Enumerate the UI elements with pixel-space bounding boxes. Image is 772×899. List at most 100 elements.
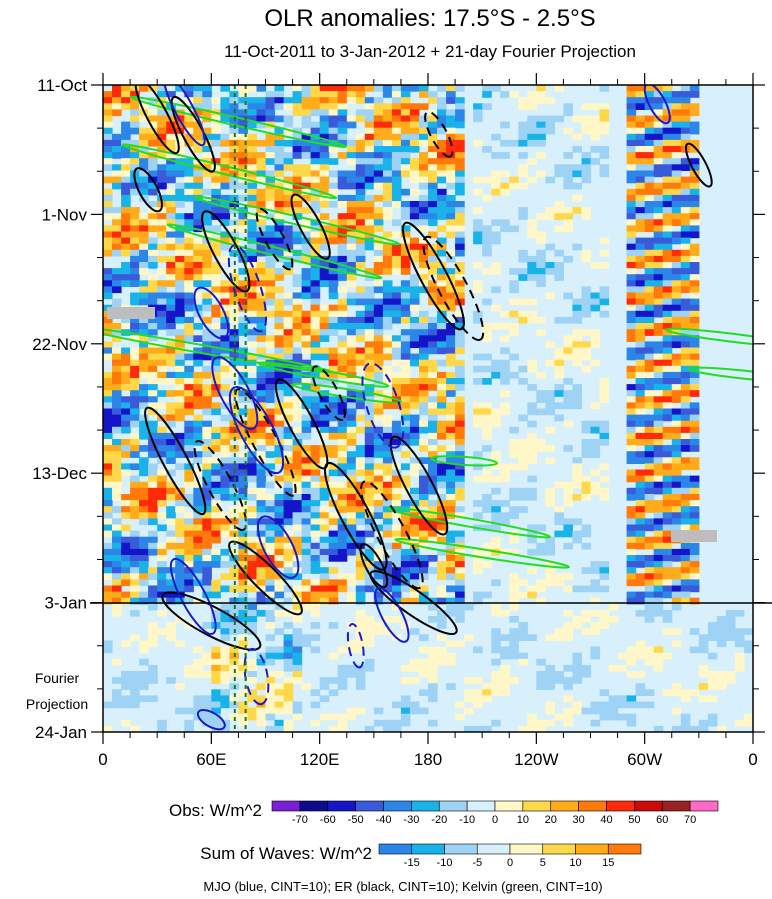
field-cell: [157, 548, 167, 556]
field-cell: [247, 622, 257, 629]
field-cell: [238, 408, 248, 416]
field-cell: [671, 567, 682, 574]
field-cell: [446, 487, 456, 495]
field-cell: [265, 671, 276, 678]
field-cell: [301, 426, 312, 434]
field-cell: [346, 536, 357, 544]
field-cell: [509, 286, 519, 294]
field-cell: [238, 152, 248, 159]
field-cell: [590, 445, 601, 452]
field-cell: [653, 139, 664, 147]
colorbar-swatch: [606, 800, 635, 812]
field-cell: [491, 268, 501, 275]
field-cell: [103, 384, 113, 391]
field-cell: [455, 97, 465, 104]
field-cell: [229, 176, 239, 184]
field-cell: [437, 280, 447, 287]
field-cell: [364, 561, 375, 568]
field-cell: [184, 378, 194, 385]
field-cell: [473, 231, 483, 239]
field-cell: [157, 445, 167, 452]
field-cell: [653, 524, 664, 532]
field-cell: [211, 707, 221, 715]
field-cell: [328, 481, 339, 489]
field-cell: [400, 585, 411, 593]
colorbar-swatch: [466, 800, 496, 812]
field-cell: [428, 408, 438, 416]
field-cell: [274, 188, 285, 196]
field-cell: [428, 176, 438, 184]
field-cell: [428, 536, 438, 544]
field-cell: [121, 121, 131, 129]
field-cell: [229, 127, 239, 135]
field-cell: [581, 365, 592, 373]
field-cell: [464, 634, 474, 641]
field-cell: [400, 213, 411, 220]
field-cell: [626, 146, 637, 153]
field-cell: [355, 133, 366, 141]
field-cell: [419, 634, 429, 641]
field-cell: [662, 628, 673, 635]
field-cell: [545, 121, 555, 129]
field-cell: [130, 396, 140, 403]
field-cell: [310, 524, 321, 532]
field-cell: [157, 439, 167, 446]
field-cell: [301, 579, 312, 587]
field-cell: [346, 359, 357, 367]
field-cell: [310, 542, 321, 550]
field-cell: [653, 506, 664, 513]
field-cell: [337, 121, 348, 129]
field-cell: [482, 500, 492, 507]
field-cell: [653, 121, 664, 129]
field-cell: [310, 414, 321, 422]
field-cell: [527, 274, 537, 281]
field-cell: [256, 365, 267, 373]
field-cell: [626, 329, 637, 336]
field-cell: [121, 426, 131, 434]
field-cell: [220, 323, 230, 330]
field-cell: [238, 280, 248, 287]
field-cell: [653, 542, 664, 550]
field-cell: [121, 524, 131, 532]
field-cell: [581, 542, 592, 550]
field-cell: [689, 420, 700, 428]
field-cell: [545, 341, 555, 349]
field-cell: [373, 707, 384, 715]
field-cell: [139, 658, 149, 666]
field-cell: [238, 463, 248, 471]
field-cell: [653, 164, 664, 171]
field-cell: [229, 695, 239, 703]
field-cell: [148, 158, 158, 165]
field-cell: [202, 365, 212, 373]
field-cell: [428, 506, 438, 513]
field-cell: [319, 713, 330, 721]
field-cell: [536, 268, 546, 275]
field-cell: [292, 353, 303, 361]
field-cell: [265, 500, 276, 507]
field-cell: [662, 585, 673, 593]
field-cell: [121, 561, 131, 568]
field-cell: [292, 97, 303, 104]
field-cell: [391, 603, 402, 611]
field-cell: [707, 683, 718, 690]
field-cell: [626, 420, 637, 428]
field-cell: [473, 475, 483, 483]
field-cell: [364, 402, 375, 410]
field-cell: [455, 146, 465, 153]
field-cell: [328, 268, 339, 275]
field-cell: [112, 170, 122, 178]
field-cell: [121, 316, 131, 324]
field-cell: [364, 487, 375, 495]
field-cell: [247, 457, 257, 464]
field-cell: [148, 390, 158, 397]
field-cell: [184, 121, 194, 129]
field-cell: [581, 347, 592, 355]
field-cell: [626, 432, 637, 440]
field-cell: [112, 426, 122, 434]
field-cell: [130, 353, 140, 361]
field-cell: [680, 286, 691, 294]
field-cell: [500, 609, 510, 617]
field-cell: [202, 579, 212, 587]
field-cell: [563, 707, 573, 715]
field-cell: [184, 188, 194, 196]
